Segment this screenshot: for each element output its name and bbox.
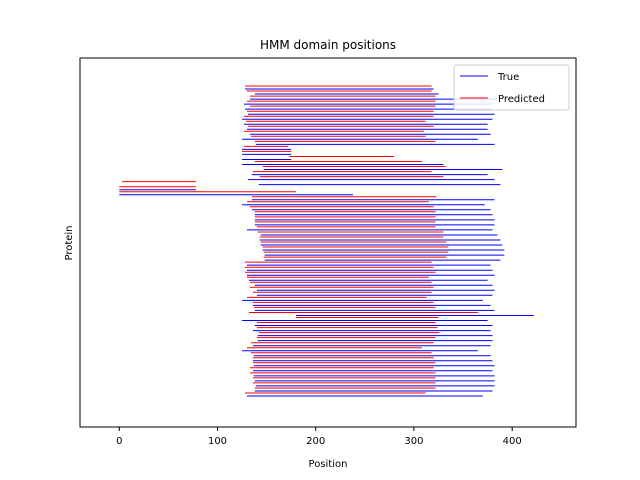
x-axis-ticks: 0 100 200 300 400: [116, 427, 522, 447]
x-tick-label-400: 400: [503, 436, 522, 447]
legend: True Predicted: [453, 64, 570, 111]
x-axis-label: Position: [309, 459, 348, 470]
y-axis-label: Protein: [64, 225, 75, 260]
chart-title: HMM domain positions: [260, 38, 396, 52]
plot-frame: [79, 57, 577, 428]
segments-layer: [119, 85, 534, 397]
x-tick-label-100: 100: [208, 436, 227, 447]
legend-label-predicted: Predicted: [498, 94, 545, 105]
x-tick-label-0: 0: [116, 436, 122, 447]
legend-label-true: True: [497, 72, 519, 83]
x-tick-label-300: 300: [404, 436, 423, 447]
x-tick-label-200: 200: [306, 436, 325, 447]
